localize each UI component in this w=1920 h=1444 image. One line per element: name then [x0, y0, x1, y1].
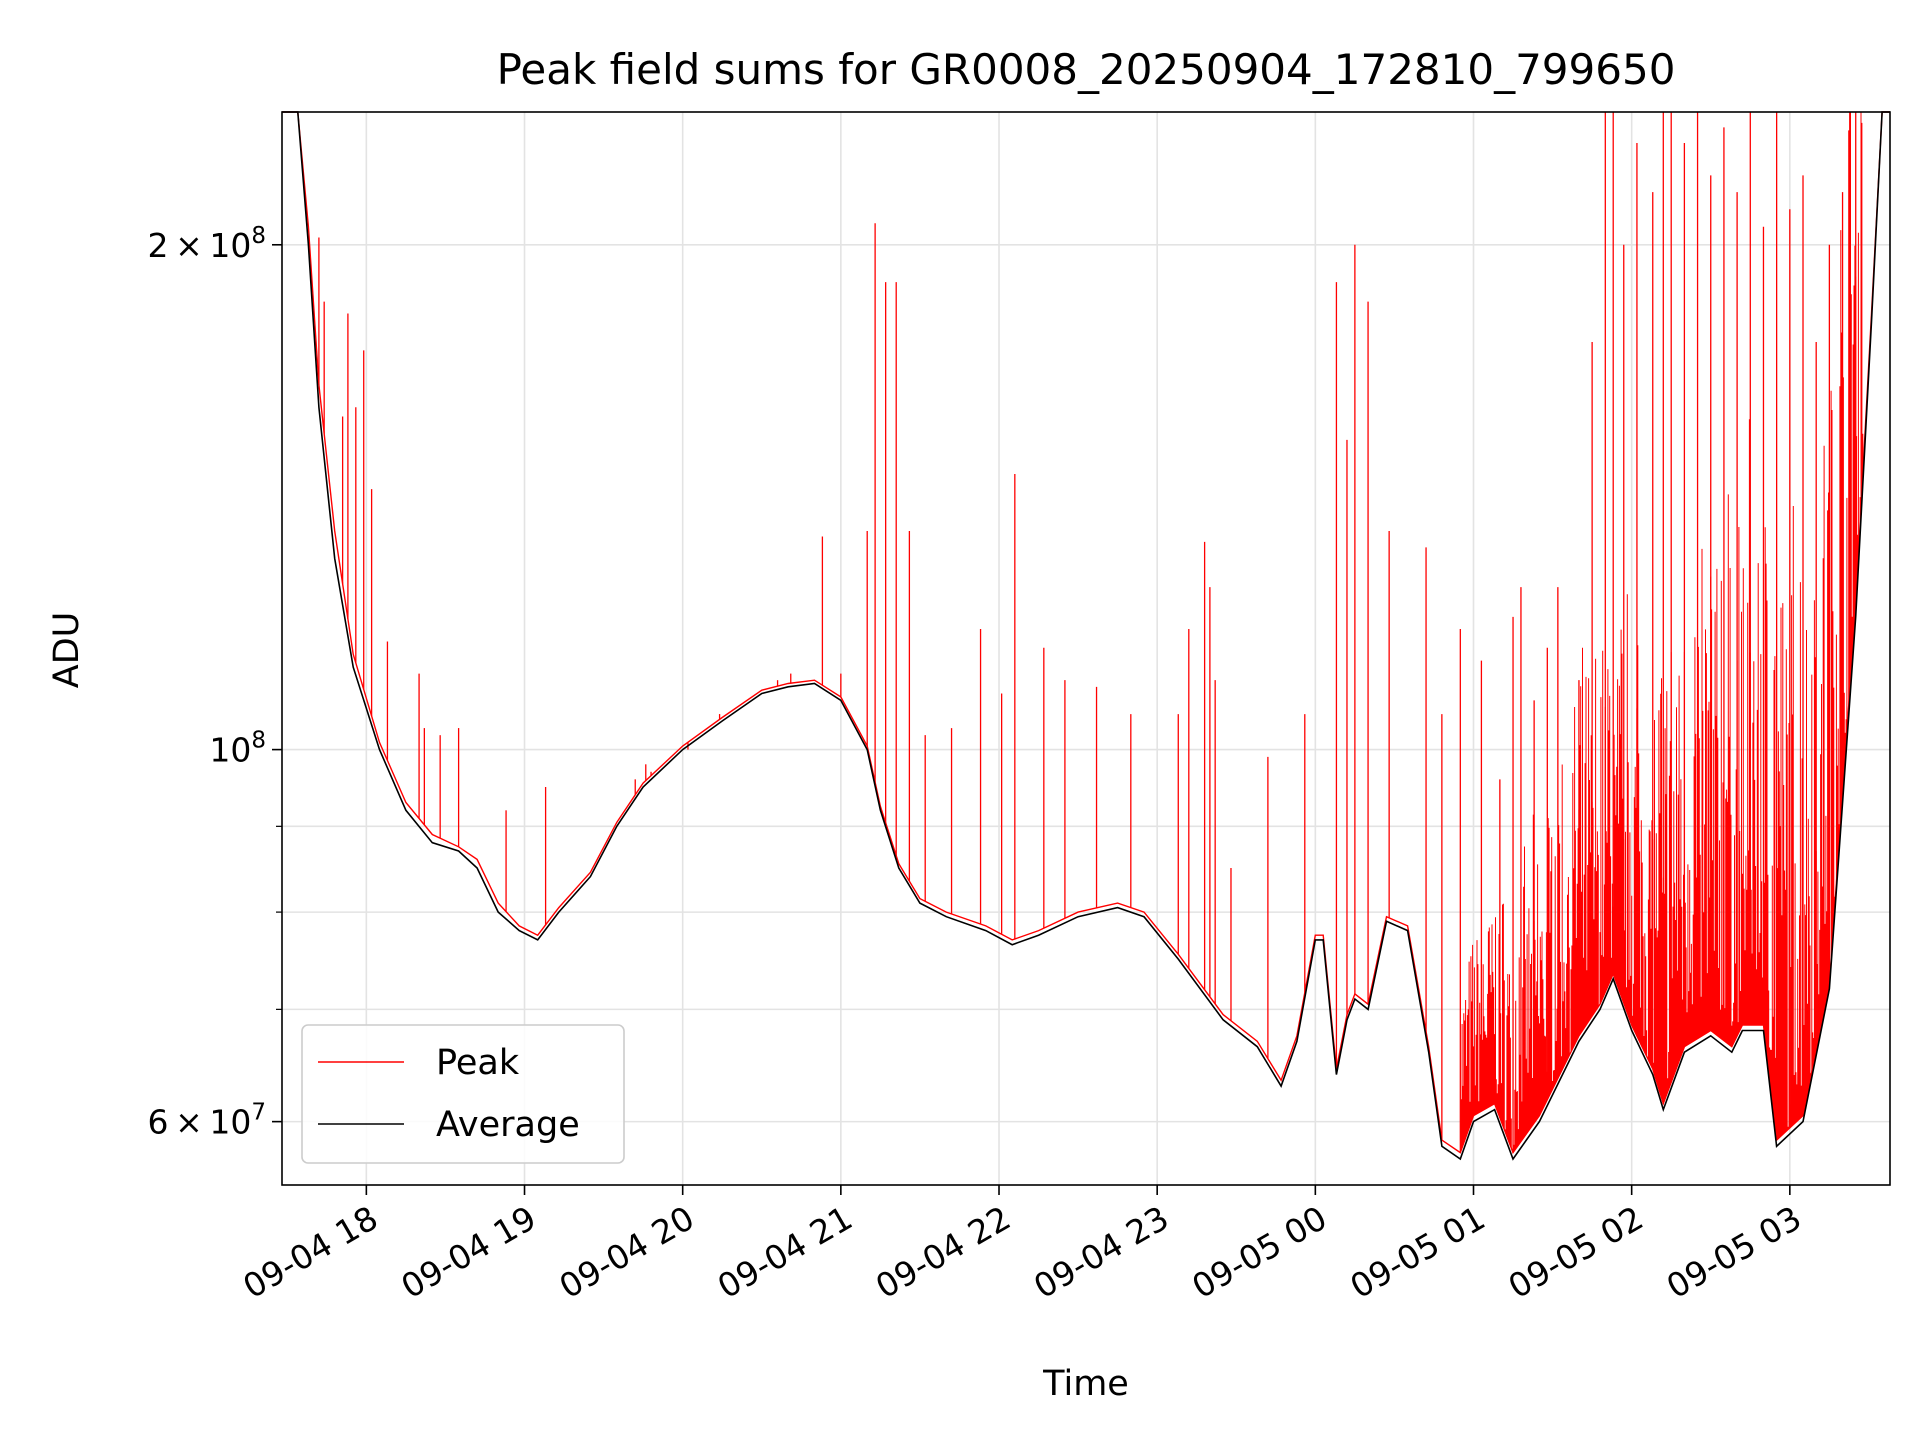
legend-average-label: Average [436, 1105, 580, 1145]
legend-peak-label: Peak [436, 1043, 520, 1083]
average-series-line [282, 111, 1890, 1161]
chart-title: Peak field sums for GR0008_20250904_1728… [497, 45, 1676, 94]
data-layer [282, 111, 1890, 1161]
plot-frame [281, 111, 1891, 1186]
legend-box [301, 1024, 625, 1164]
y-tick-label: 6 × 107 [148, 1100, 266, 1142]
legend: Peak Average [301, 1024, 625, 1164]
y-axis-label: ADU [47, 612, 87, 689]
y-tick-label: 2 × 108 [148, 223, 266, 265]
x-axis-label: Time [1042, 1364, 1129, 1404]
